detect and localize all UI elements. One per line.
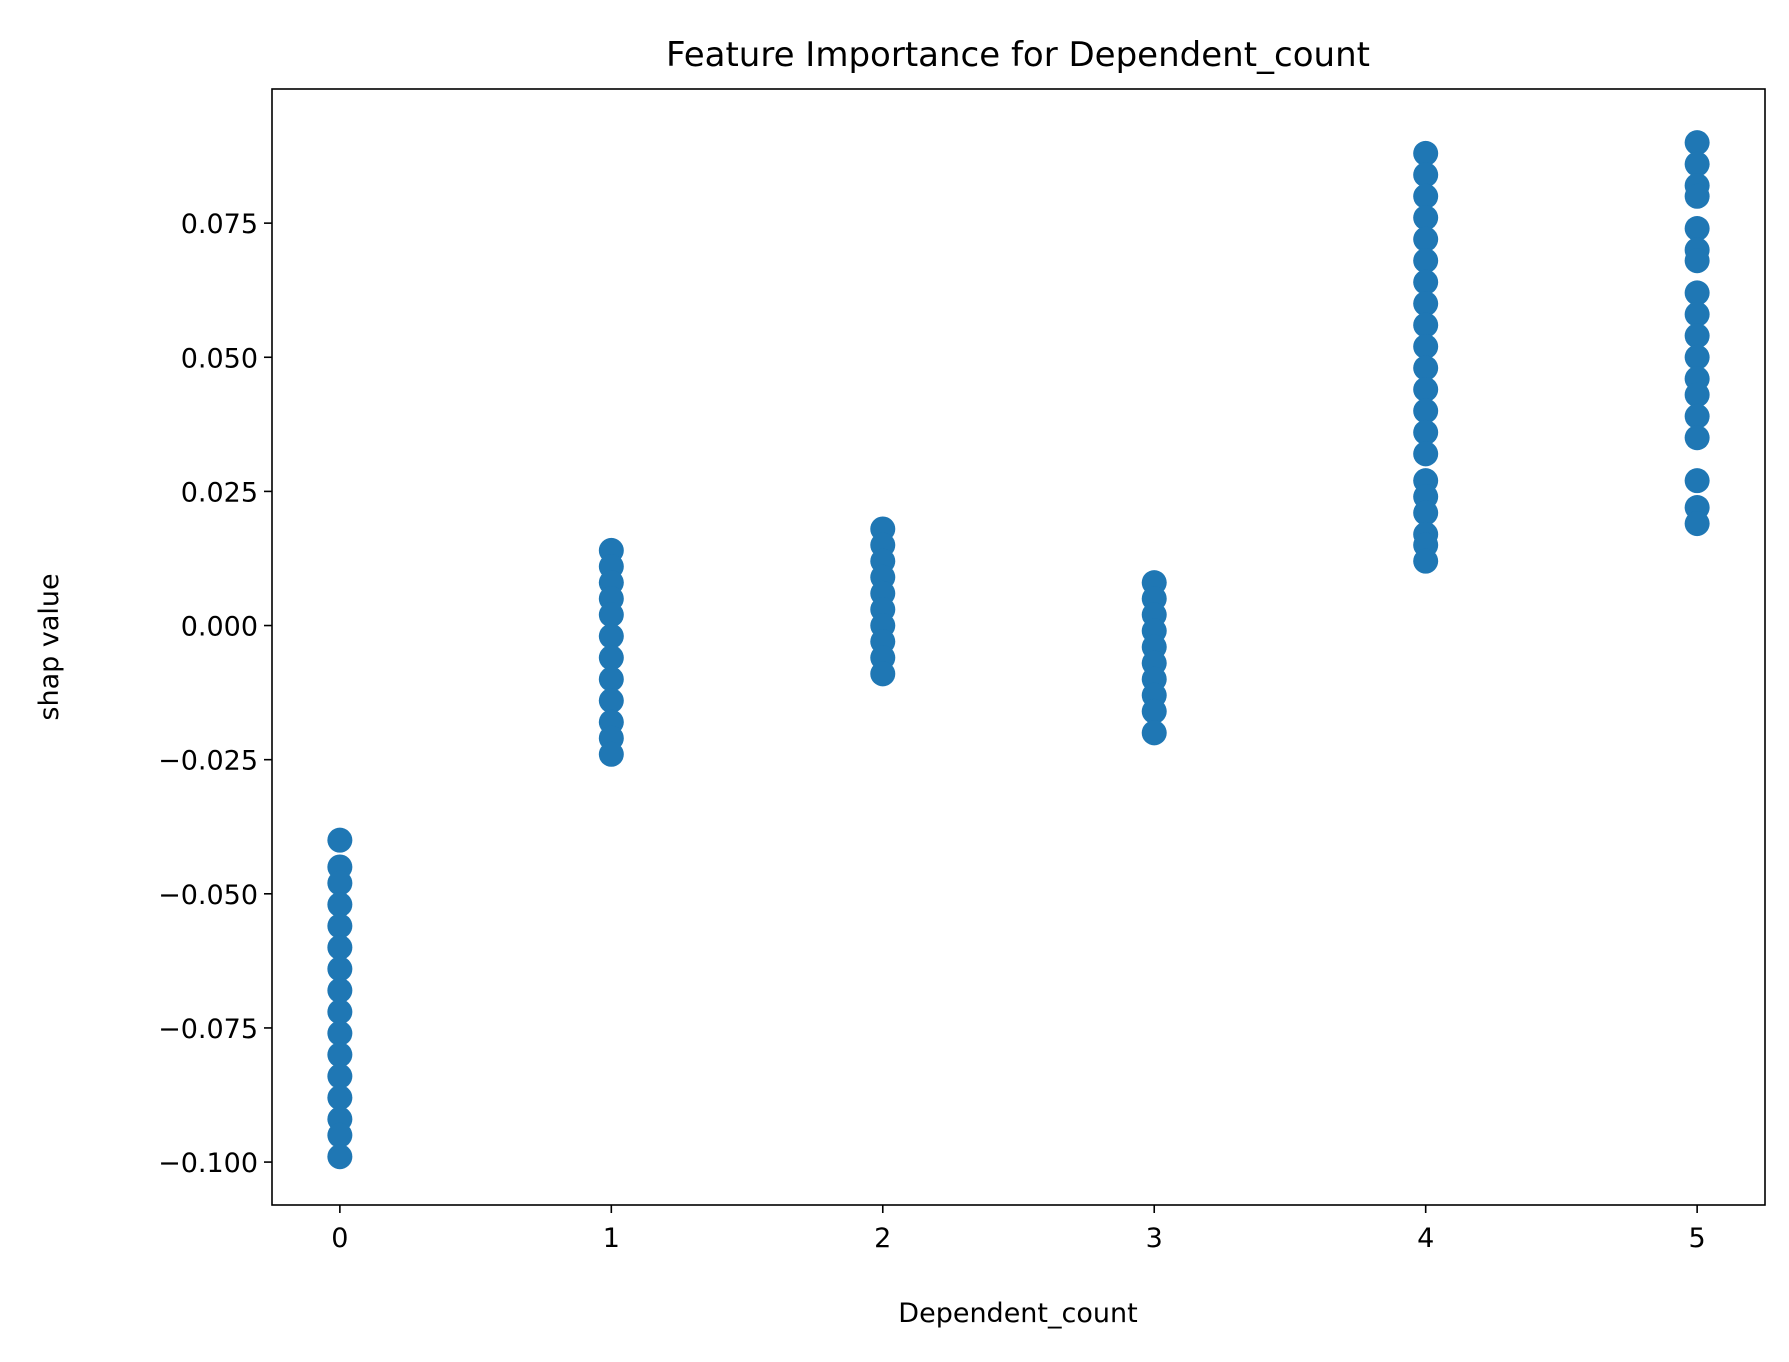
- x-tick-label: 2: [874, 1223, 891, 1254]
- point: [1413, 269, 1439, 295]
- point: [1684, 248, 1710, 274]
- point: [1413, 548, 1439, 574]
- point: [327, 999, 353, 1025]
- point: [598, 741, 624, 767]
- point: [327, 977, 353, 1003]
- point: [327, 934, 353, 960]
- point: [1413, 226, 1439, 252]
- point: [1141, 720, 1167, 746]
- point: [1413, 140, 1439, 166]
- chart-title: Feature Importance for Dependent_count: [666, 35, 1370, 75]
- y-tick-label: −0.100: [158, 1148, 258, 1179]
- point: [327, 1042, 353, 1068]
- point: [1684, 468, 1710, 494]
- x-tick-label: 3: [1146, 1223, 1163, 1254]
- point: [1684, 301, 1710, 327]
- point: [327, 1085, 353, 1111]
- y-axis-label: shap value: [34, 573, 65, 720]
- point: [1413, 291, 1439, 317]
- point: [1413, 312, 1439, 338]
- point: [1684, 323, 1710, 349]
- point: [1413, 355, 1439, 381]
- point: [1413, 419, 1439, 445]
- point: [1413, 183, 1439, 209]
- point: [1684, 511, 1710, 537]
- point: [598, 623, 624, 649]
- point: [1684, 382, 1710, 408]
- point: [327, 1063, 353, 1089]
- y-tick-label: 0.075: [181, 209, 258, 240]
- point: [1684, 130, 1710, 156]
- point: [327, 827, 353, 853]
- y-tick-label: −0.075: [158, 1014, 258, 1045]
- y-tick-label: 0.050: [181, 343, 258, 374]
- y-tick-label: 0.025: [181, 477, 258, 508]
- point: [327, 870, 353, 896]
- y-tick-label: 0.000: [181, 612, 258, 643]
- point: [1413, 376, 1439, 402]
- x-tick-label: 0: [331, 1223, 348, 1254]
- point: [327, 1122, 353, 1148]
- point: [1684, 183, 1710, 209]
- point: [870, 661, 896, 687]
- plot-frame: [271, 88, 1766, 1206]
- point: [327, 1020, 353, 1046]
- x-tick-label: 5: [1689, 1223, 1706, 1254]
- point: [598, 645, 624, 671]
- point: [1141, 698, 1167, 724]
- point: [1413, 500, 1439, 526]
- point: [1413, 441, 1439, 467]
- point: [598, 602, 624, 628]
- point: [1413, 334, 1439, 360]
- y-tick-label: −0.025: [158, 746, 258, 777]
- point: [1413, 162, 1439, 188]
- x-tick-label: 4: [1417, 1223, 1434, 1254]
- point: [327, 956, 353, 982]
- x-tick-label: 1: [603, 1223, 620, 1254]
- point: [1413, 205, 1439, 231]
- point: [1684, 151, 1710, 177]
- x-axis-label: Dependent_count: [898, 1298, 1137, 1329]
- point: [1413, 248, 1439, 274]
- point: [598, 666, 624, 692]
- y-tick-label: −0.050: [158, 880, 258, 911]
- point: [327, 913, 353, 939]
- point: [1684, 280, 1710, 306]
- point: [1684, 216, 1710, 241]
- point: [1684, 403, 1710, 429]
- point: [327, 892, 353, 918]
- point: [598, 688, 624, 714]
- point: [1684, 344, 1710, 370]
- point: [1684, 425, 1710, 451]
- point: [1413, 398, 1439, 424]
- point: [327, 1144, 353, 1170]
